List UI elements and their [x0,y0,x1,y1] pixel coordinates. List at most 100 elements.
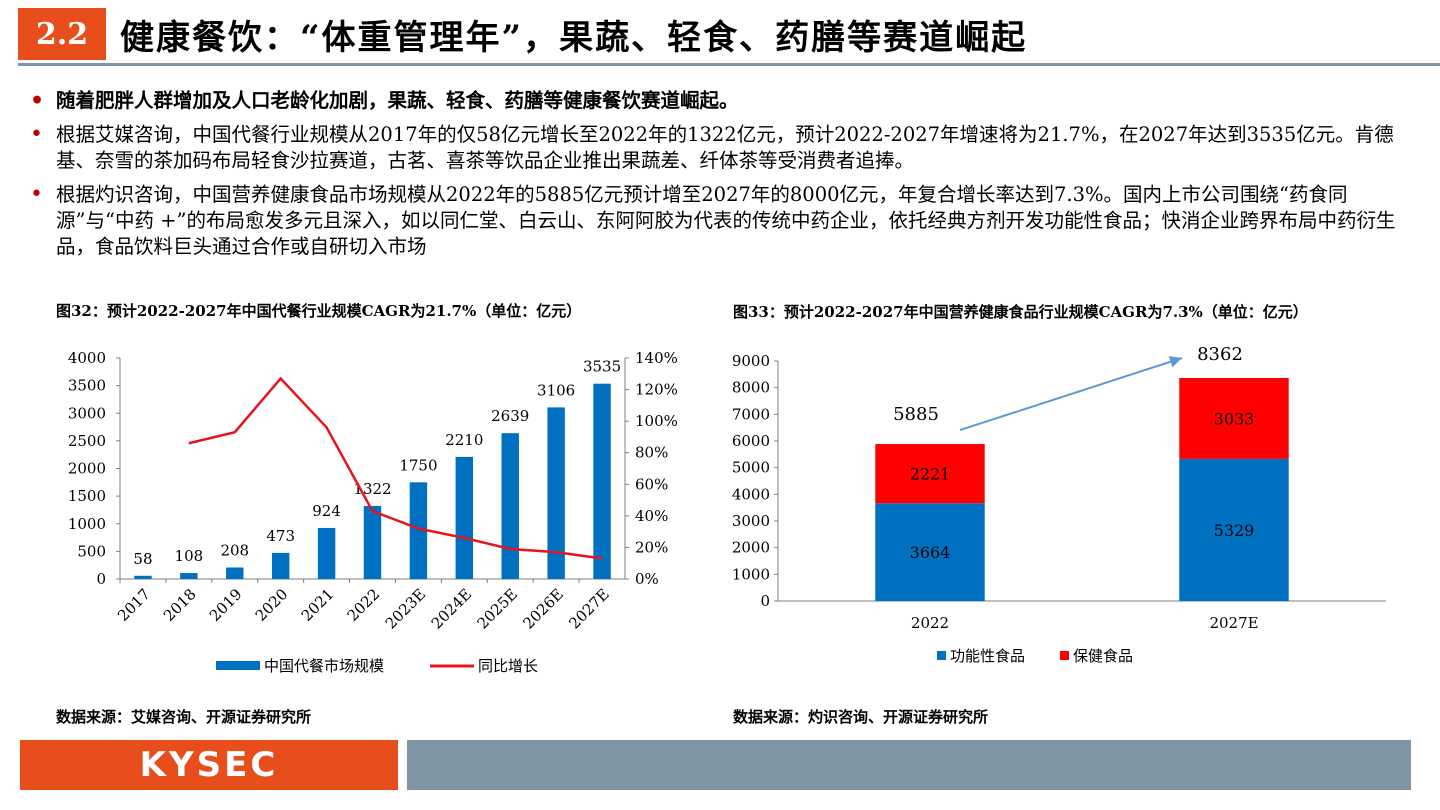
y-left-tick-label: 2000 [68,460,106,478]
bar-data-label: 2210 [445,431,483,449]
stacked-bar-segment [1179,458,1289,601]
title-divider [18,63,1440,66]
bullet-item: • 根据艾媒咨询，中国代餐行业规模从2017年的仅58亿元增长至2022年的132… [30,122,1420,174]
footer-bar [407,740,1411,790]
bullet-dot-icon: • [30,88,45,114]
stacked-bar-segment [1179,378,1289,459]
chart1-source: 数据来源：艾媒咨询、开源证券研究所 [56,708,312,726]
total-label: 8362 [1197,344,1243,365]
bar-data-label: 108 [175,547,204,565]
chart2-nutrition-health-food: 0 1000 2000 3000 4000 5000 6000 7000 8000 9000 366… [732,344,1386,665]
bar-data-label: 58 [133,550,152,568]
segment-data-label: 2221 [910,465,951,484]
bar-data-label: 924 [312,502,341,520]
segment-data-label: 3664 [910,543,951,562]
x-tick-label: 2020 [252,585,292,625]
bar [226,567,244,579]
legend-bar-label: 中国代餐市场规模 [264,657,384,675]
y-left-tick-label: 2500 [68,432,106,450]
bar [547,407,565,579]
bar [409,482,428,579]
stacked-bar-segment [875,503,985,601]
y-left-tick-label: 3500 [68,377,106,395]
x-tick-label: 2027E [1209,614,1258,632]
x-tick-label: 2024E [428,585,475,632]
legend-label: 功能性食品 [950,647,1025,665]
bullet-text: 随着肥胖人群增加及人口老龄化加剧，果蔬、轻食、药膳等健康餐饮赛道崛起。 [56,89,739,112]
page-title: 健康餐饮：“体重管理年”，果蔬、轻食、药膳等赛道崛起 [120,18,1028,58]
bullet-list: • 随着肥胖人群增加及人口老龄化加剧，果蔬、轻食、药膳等健康餐饮赛道崛起。 • 根据… [30,88,1420,268]
legend-swatch [937,651,946,660]
bar-data-label: 2639 [491,407,529,425]
chart1-meal-replacement: 0 500 1000 1500 2000 2500 3000 3500 4000 0% 20% 40%… [68,349,678,675]
stacked-bar-segment [875,444,985,504]
segment-data-label: 3033 [1214,409,1255,428]
y-right-tick-label: 120% [635,381,678,399]
bar [317,527,336,579]
bar-data-label: 208 [220,542,249,560]
footer-logo-block [20,740,398,790]
bar [593,383,611,579]
y-tick-label: 6000 [732,432,770,450]
y-right-tick-label: 20% [635,538,668,556]
segment-data-label: 5329 [1214,521,1255,540]
y-tick-label: 7000 [732,405,770,423]
y-right-tick-label: 140% [635,349,678,367]
bullet-dot-icon: • [30,182,43,207]
x-tick-label: 2017 [114,585,154,625]
y-tick-label: 3000 [732,512,770,530]
y-right-tick-label: 0% [635,570,659,588]
bar-data-label: 3535 [583,358,621,376]
legend-line-label: 同比增长 [478,657,538,675]
bar [180,573,198,579]
y-tick-label: 8000 [732,379,770,397]
header: 2.2 健康餐饮：“体重管理年”，果蔬、轻食、药膳等赛道崛起 [0,0,1440,70]
legend-label: 保健食品 [1073,647,1133,665]
y-left-tick-label: 4000 [68,349,106,367]
y-tick-label: 0 [760,592,770,610]
bar [363,505,382,579]
y-right-tick-label: 40% [635,507,668,525]
chart2-source: 数据来源：灼识咨询、开源证券研究所 [733,708,989,726]
total-label: 5885 [893,404,939,425]
bullet-text: 根据艾媒咨询，中国代餐行业规模从2017年的仅58亿元增长至2022年的1322… [56,123,1394,172]
y-left-tick-label: 3000 [68,404,106,422]
legend-swatch [1060,651,1069,660]
bullet-item: • 随着肥胖人群增加及人口老龄化加剧，果蔬、轻食、药膳等健康餐饮赛道崛起。 [30,88,1420,114]
chart2-title: 图33：预计2022-2027年中国营养健康食品行业规模CAGR为7.3%（单位… [733,303,1308,321]
bar-data-label: 3106 [537,381,575,399]
kysec-logo: KYSEC [139,745,279,785]
y-right-tick-label: 100% [635,412,678,430]
y-right-tick-label: 80% [635,444,668,462]
y-left-tick-label: 1000 [68,515,106,533]
legend-bar-swatch [216,661,260,670]
x-tick-label: 2021 [298,585,338,625]
growth-arrow-head-icon [1168,356,1182,368]
y-left-tick-label: 1500 [68,487,106,505]
bullet-item: • 根据灼识咨询，中国营养健康食品市场规模从2022年的5885亿元预计增至202… [30,182,1420,260]
chart1-title: 图32：预计2022-2027年中国代餐行业规模CAGR为21.7%（单位：亿元… [56,302,582,320]
x-tick-label: 2027E [565,585,612,632]
y-tick-label: 4000 [732,485,770,503]
bar [501,433,519,579]
y-tick-label: 2000 [732,539,770,557]
y-tick-label: 9000 [732,352,770,370]
growth-line [188,376,603,560]
x-tick-label: 2019 [206,585,246,625]
x-tick-label: 2026E [520,585,567,632]
x-tick-label: 2022 [911,614,949,632]
x-tick-label: 2023E [382,585,429,632]
x-tick-label: 2025E [474,585,521,632]
bullet-dot-icon: • [30,122,43,147]
bullet-text: 根据灼识咨询，中国营养健康食品市场规模从2022年的5885亿元预计增至2027… [56,183,1396,258]
growth-arrow-shaft [959,357,1183,432]
x-tick-label: 2022 [344,585,384,625]
bar [134,575,152,579]
y-tick-label: 5000 [732,459,770,477]
y-right-tick-label: 60% [635,475,668,493]
y-left-tick-label: 500 [77,542,106,560]
bar-data-label: 1750 [399,456,437,474]
bar [455,456,474,579]
bar [271,552,290,579]
bar-data-label: 473 [266,527,295,545]
